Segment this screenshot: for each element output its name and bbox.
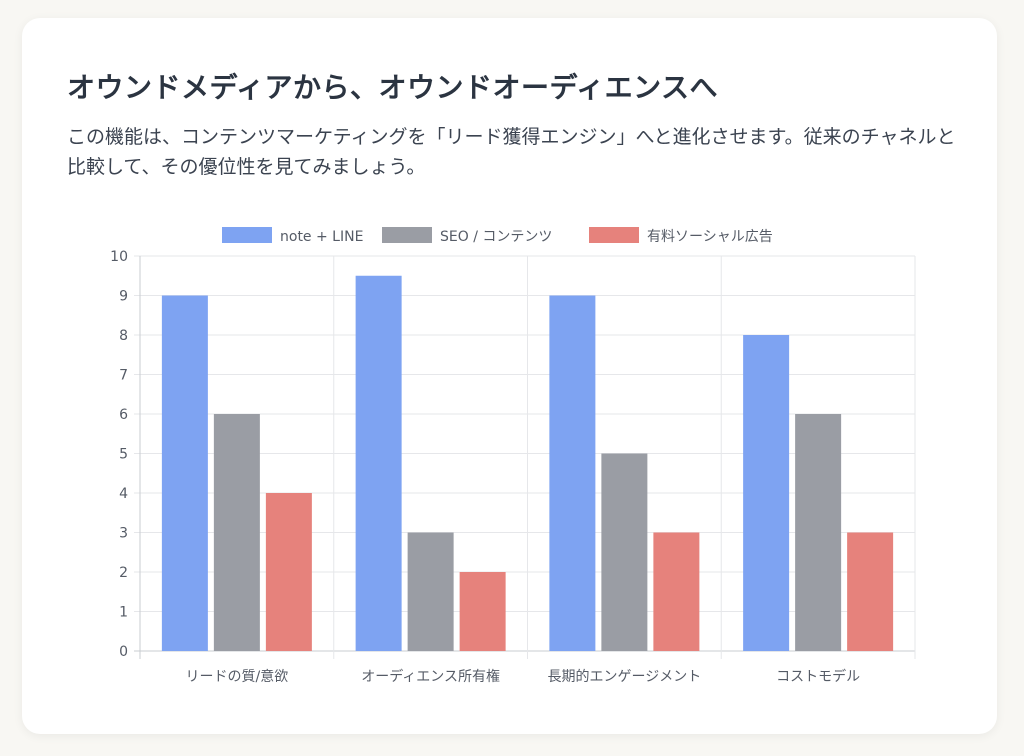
bar-seo-content-2 bbox=[407, 532, 454, 651]
chart-bars bbox=[161, 275, 894, 651]
y-tick-label: 5 bbox=[119, 447, 128, 463]
y-tick-label: 2 bbox=[119, 565, 128, 581]
bar-seo-content-3 bbox=[601, 453, 648, 651]
y-tick-label: 9 bbox=[119, 289, 128, 305]
x-category-label: 長期的エンゲージメント bbox=[548, 669, 702, 685]
legend-label: note + LINE bbox=[280, 229, 363, 245]
y-tick-label: 1 bbox=[119, 605, 128, 621]
y-tick-label: 6 bbox=[119, 407, 128, 423]
bar-paid-social-1 bbox=[265, 493, 312, 651]
y-tick-label: 3 bbox=[119, 526, 128, 542]
legend-swatch bbox=[222, 227, 272, 243]
bar-note-line-2 bbox=[355, 275, 402, 651]
bar-chart: note + LINE SEO / コンテンツ 有料ソーシャル広告 0 1 2 3 4 5 6 7… bbox=[110, 227, 916, 685]
x-category-label: オーディエンス所有権 bbox=[361, 668, 500, 685]
bar-note-line-1 bbox=[161, 295, 208, 651]
y-tick-label: 7 bbox=[119, 368, 128, 384]
page-description: この機能は、コンテンツマーケティングを「リード獲得エンジン」へと進化させます。従… bbox=[67, 126, 956, 178]
bar-paid-social-4 bbox=[847, 532, 894, 651]
bar-note-line-3 bbox=[549, 295, 596, 651]
y-tick-label: 0 bbox=[119, 644, 128, 660]
chart-legend: note + LINE SEO / コンテンツ 有料ソーシャル広告 bbox=[222, 227, 773, 245]
x-category-label: コストモデル bbox=[776, 668, 860, 685]
bar-seo-content-4 bbox=[795, 414, 842, 651]
y-tick-label: 4 bbox=[119, 486, 128, 502]
bar-paid-social-3 bbox=[653, 532, 700, 651]
bar-seo-content-1 bbox=[213, 414, 260, 651]
content-card: オウンドメディアから、オウンドオーディエンスへ この機能は、コンテンツマーケティ… bbox=[22, 18, 997, 734]
legend-swatch bbox=[589, 227, 639, 243]
y-tick-label: 10 bbox=[110, 249, 128, 265]
legend-label: SEO / コンテンツ bbox=[440, 229, 552, 245]
x-axis: リードの質/意欲 オーディエンス所有権 長期的エンゲージメント コストモデル bbox=[186, 668, 861, 685]
page-title: オウンドメディアから、オウンドオーディエンスへ bbox=[67, 71, 719, 104]
x-category-label: リードの質/意欲 bbox=[186, 668, 289, 685]
y-axis: 0 1 2 3 4 5 6 7 8 9 10 bbox=[110, 249, 128, 660]
legend-label: 有料ソーシャル広告 bbox=[647, 229, 773, 245]
y-tick-label: 8 bbox=[119, 328, 128, 344]
legend-swatch bbox=[382, 227, 432, 243]
bar-paid-social-2 bbox=[459, 572, 506, 651]
bar-note-line-4 bbox=[743, 335, 790, 651]
